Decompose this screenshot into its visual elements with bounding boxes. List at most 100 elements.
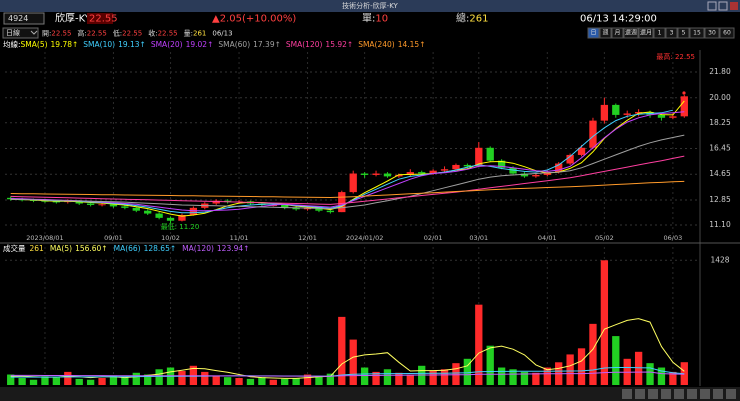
candle-body <box>360 173 369 175</box>
period-button[interactable] <box>719 27 735 39</box>
volume-bar <box>315 376 323 385</box>
volume-bar <box>463 358 472 385</box>
ohlc-value: 22.55 <box>87 30 107 38</box>
legend-name: MA(5) <box>50 244 72 253</box>
volume-bar <box>223 377 232 385</box>
tool-button[interactable] <box>726 389 736 399</box>
tool-button[interactable] <box>622 389 632 399</box>
tool-button[interactable] <box>648 389 658 399</box>
candle-body <box>509 167 517 174</box>
price: 22.55 <box>89 14 118 25</box>
candle-body <box>623 113 631 115</box>
volume-bar <box>577 348 586 385</box>
period-buttons: 日週月還週 還月 1 3 5 15 30 60 <box>587 27 735 39</box>
x-tick-label: 2023/08/01 <box>26 234 63 242</box>
candle-body <box>212 200 220 204</box>
period-button[interactable] <box>611 27 624 39</box>
tool-button[interactable] <box>635 389 645 399</box>
period-button[interactable] <box>653 27 666 39</box>
candle-body <box>338 192 346 213</box>
volume-bar <box>452 363 460 385</box>
legend-value: 15.92↑ <box>325 40 353 49</box>
period-button[interactable] <box>599 27 612 39</box>
legend-name: MA(120) <box>182 244 214 253</box>
volume-bar <box>75 378 83 385</box>
candle-body <box>383 173 392 177</box>
volume-bar <box>349 339 357 385</box>
volume-bar <box>269 379 277 385</box>
y-tick-label: 18.25 <box>709 118 731 127</box>
ohlc-row: 開:22.55 高:22.55 低:22.55 收:22.55 量:261 06/13 <box>42 29 233 38</box>
period-button-label: 3 <box>670 30 674 37</box>
period-button-label: 60 <box>723 30 731 37</box>
candle-body <box>178 214 186 221</box>
dropdown-arrow <box>30 30 38 35</box>
x-tick-label: 04/01 <box>538 234 557 242</box>
volume-bar <box>246 378 255 385</box>
maximize-button[interactable] <box>718 1 728 11</box>
period-button[interactable] <box>677 27 690 39</box>
x-tick-label: 06/03 <box>664 234 683 242</box>
chart-tools[interactable] <box>622 389 736 399</box>
candle-body <box>452 164 460 170</box>
period-button[interactable] <box>638 27 654 39</box>
candle-body <box>155 213 163 218</box>
period-text: 日線 <box>6 28 20 37</box>
minimize-button[interactable] <box>707 1 717 11</box>
last-marker <box>682 91 686 95</box>
volume-bar <box>566 354 574 385</box>
candle-body <box>520 173 529 177</box>
legend-value: 17.39↑ <box>253 40 281 49</box>
tool-button[interactable] <box>700 389 710 399</box>
ohlc-label: 低: <box>113 29 122 38</box>
ohlc-value: 22.55 <box>122 30 142 38</box>
volume-bar <box>201 371 209 385</box>
legend-name: SMA(120) <box>286 40 323 49</box>
volume-bar <box>258 377 266 385</box>
period-select[interactable] <box>2 27 39 39</box>
volume-label: 量: <box>184 30 193 38</box>
volume-bar <box>600 260 609 385</box>
period-button-label: 還週 <box>625 29 637 37</box>
date: 06/13 <box>212 30 232 38</box>
candle-body <box>315 207 323 211</box>
ohlc-label: 收: <box>148 29 157 38</box>
tool-button[interactable] <box>687 389 697 399</box>
period-button[interactable] <box>704 27 720 39</box>
tool-button[interactable] <box>674 389 684 399</box>
ohlc-value: 22.55 <box>51 30 71 38</box>
volume-bar <box>475 304 483 385</box>
volume-value: 261 <box>193 30 206 38</box>
candle-body <box>281 204 289 208</box>
volume-bar <box>155 369 163 385</box>
window-buttons[interactable] <box>707 1 738 11</box>
volume-bar <box>646 363 654 385</box>
period-button[interactable] <box>665 27 678 39</box>
volume-ma-line <box>10 367 685 378</box>
volume-bar <box>64 371 72 385</box>
x-tick-label: 05/02 <box>595 234 614 242</box>
volume-bar <box>7 374 15 385</box>
close-button[interactable] <box>730 2 738 10</box>
ma-line <box>10 155 685 205</box>
period-button-label: 15 <box>693 30 701 37</box>
volume-bar <box>326 373 335 385</box>
legend-name: SMA(10) <box>83 40 115 49</box>
period-button[interactable] <box>623 27 639 39</box>
period-button[interactable] <box>689 27 705 39</box>
label: 總: <box>456 12 469 25</box>
legend-value: 19.13↑ <box>118 40 146 49</box>
title-bar <box>0 0 740 12</box>
volume-bar <box>486 345 494 385</box>
period-button[interactable] <box>587 27 600 39</box>
ma-line <box>10 109 674 214</box>
candle-body <box>486 147 494 161</box>
tool-button[interactable] <box>661 389 671 399</box>
ma-legend-title: 均線: <box>3 39 21 49</box>
candle-body <box>600 104 609 121</box>
volume-bar <box>634 351 643 385</box>
legend-name: SMA(240) <box>358 40 395 49</box>
code-input[interactable] <box>3 12 45 25</box>
quote-time: 06/13 14:29:00 <box>580 14 657 25</box>
tool-button[interactable] <box>713 389 723 399</box>
